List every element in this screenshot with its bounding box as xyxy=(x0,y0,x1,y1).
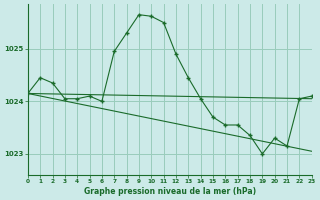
X-axis label: Graphe pression niveau de la mer (hPa): Graphe pression niveau de la mer (hPa) xyxy=(84,187,256,196)
